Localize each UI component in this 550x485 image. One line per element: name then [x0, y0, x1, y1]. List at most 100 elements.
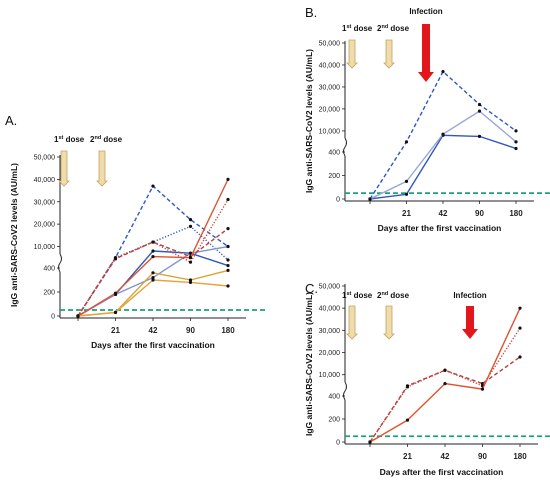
data-point	[188, 224, 193, 228]
y-tick-label: 400	[328, 150, 340, 157]
y-tick-label: 50,000	[319, 284, 341, 291]
dose-label: 1st dose	[342, 291, 373, 300]
series-line	[77, 199, 229, 317]
y-tick-label: 400	[328, 394, 340, 401]
data-point	[226, 284, 230, 288]
y-tick-label: 400	[43, 266, 55, 273]
y-tick-label: 10,000	[34, 244, 56, 251]
data-point	[226, 197, 230, 202]
data-point	[188, 251, 193, 255]
data-point	[188, 280, 193, 284]
y-tick-label: 20,000	[319, 106, 341, 113]
data-point	[113, 256, 118, 260]
infection-arrow	[462, 306, 478, 339]
data-point	[405, 385, 410, 389]
axis-break-mark	[58, 253, 62, 273]
data-point	[188, 218, 193, 222]
data-point	[188, 278, 193, 282]
x-axis-title: Days after the first vaccination	[380, 467, 504, 477]
y-axis-title: IgG anti-SARS-CoV2 levels (AU/mL)	[9, 163, 19, 307]
y-tick-label: 20,000	[319, 350, 341, 357]
y-axis-title: IgG anti-SARS-CoV2 levels (AU/mL)	[304, 292, 314, 436]
y-tick-label: 30,000	[319, 84, 341, 91]
series-line	[369, 134, 517, 200]
y-tick-label: 200	[328, 173, 340, 180]
x-tick-label: 21	[403, 452, 412, 461]
data-point	[368, 197, 372, 201]
y-tick-label: 20,000	[34, 222, 56, 229]
series-line	[369, 110, 517, 200]
y-tick-label: 40,000	[319, 62, 341, 69]
data-point	[151, 240, 155, 244]
dose-arrow	[346, 39, 358, 69]
data-point	[188, 260, 193, 264]
data-point	[226, 268, 230, 272]
dose-arrow	[383, 305, 395, 340]
y-tick-label: 0	[336, 197, 340, 204]
data-point	[151, 276, 155, 280]
dose-label: 2nd dose	[377, 24, 410, 33]
x-axis-title: Days after the first vaccination	[91, 340, 215, 350]
data-point	[76, 314, 80, 318]
y-tick-label: 10,000	[319, 128, 341, 135]
data-point	[518, 306, 522, 310]
y-tick-label: 50,000	[34, 155, 56, 162]
data-point	[113, 310, 118, 314]
data-point	[441, 132, 445, 136]
x-tick-label: 21	[402, 209, 411, 218]
data-point	[443, 381, 447, 386]
data-point	[441, 69, 445, 74]
dose-arrow	[96, 150, 108, 187]
series-line	[369, 70, 517, 200]
data-point	[151, 254, 155, 259]
data-point	[404, 192, 409, 196]
y-tick-label: 50,000	[319, 41, 341, 48]
data-point	[443, 368, 447, 372]
data-point	[151, 278, 155, 282]
data-point	[226, 258, 230, 262]
y-tick-label: 40,000	[319, 306, 341, 313]
data-point	[404, 140, 409, 144]
infection-label: Infection	[409, 7, 442, 16]
x-tick-label: 21	[111, 326, 120, 335]
data-point	[226, 244, 230, 249]
data-point	[226, 177, 230, 181]
dose-arrow	[383, 39, 395, 69]
axis-break-mark	[343, 381, 347, 401]
x-tick-label: 180	[221, 326, 235, 335]
y-tick-label: 200	[43, 290, 55, 297]
y-axis-title: IgG anti-SARS-CoV2 levels (AU/mL)	[304, 49, 314, 193]
data-point	[113, 291, 118, 295]
y-tick-label: 0	[336, 440, 340, 447]
y-tick-label: 30,000	[34, 199, 56, 206]
y-tick-label: 40,000	[34, 177, 56, 184]
axis-break-mark	[343, 137, 347, 157]
data-point	[518, 355, 522, 359]
infection-label: Infection	[453, 291, 486, 300]
x-tick-label: 180	[509, 209, 523, 218]
x-tick-label: 42	[441, 452, 450, 461]
data-point	[514, 146, 518, 151]
series-line	[369, 307, 521, 443]
series-line	[369, 327, 521, 443]
y-tick-label: 30,000	[319, 328, 341, 335]
data-point	[514, 129, 518, 133]
panel-label: C.	[305, 281, 318, 296]
x-tick-label: 42	[149, 326, 158, 335]
infection-arrow	[418, 24, 434, 82]
dose-label: 1st dose	[54, 135, 85, 144]
x-tick-label: 90	[478, 452, 487, 461]
data-point	[404, 179, 409, 183]
panel-c: C. 0 200 400 10,000 20,000 30,000 40,000 50,000 2…	[304, 281, 550, 477]
x-tick-label: 90	[475, 209, 484, 218]
data-point	[226, 227, 230, 231]
x-tick-label: 42	[439, 209, 448, 218]
data-point	[188, 256, 193, 260]
dose-label: 1st dose	[342, 24, 373, 33]
panel-a: A. 0 200 400 10,000 20,000 30,000 40,000 50,000 2…	[5, 113, 266, 350]
panel-label: B.	[305, 5, 317, 20]
dose-arrow	[58, 150, 70, 187]
series-line	[77, 179, 229, 317]
y-tick-label: 10,000	[319, 372, 341, 379]
